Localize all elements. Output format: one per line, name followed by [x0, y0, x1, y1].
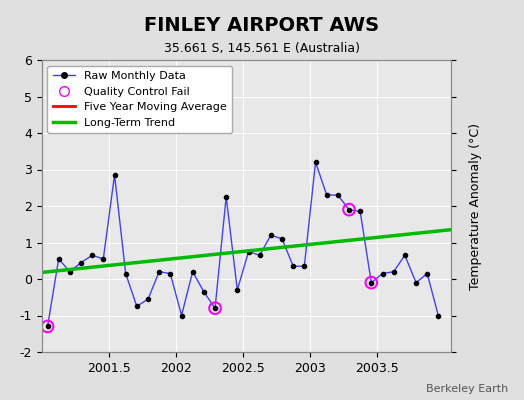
Point	[43, 323, 52, 330]
Point	[211, 305, 219, 311]
Text: Berkeley Earth: Berkeley Earth	[426, 384, 508, 394]
Y-axis label: Temperature Anomaly (°C): Temperature Anomaly (°C)	[468, 122, 482, 290]
Text: 35.661 S, 145.561 E (Australia): 35.661 S, 145.561 E (Australia)	[164, 42, 360, 55]
Point	[367, 280, 376, 286]
Legend: Raw Monthly Data, Quality Control Fail, Five Year Moving Average, Long-Term Tren: Raw Monthly Data, Quality Control Fail, …	[48, 66, 233, 133]
Text: FINLEY AIRPORT AWS: FINLEY AIRPORT AWS	[145, 16, 379, 35]
Point	[345, 206, 353, 213]
